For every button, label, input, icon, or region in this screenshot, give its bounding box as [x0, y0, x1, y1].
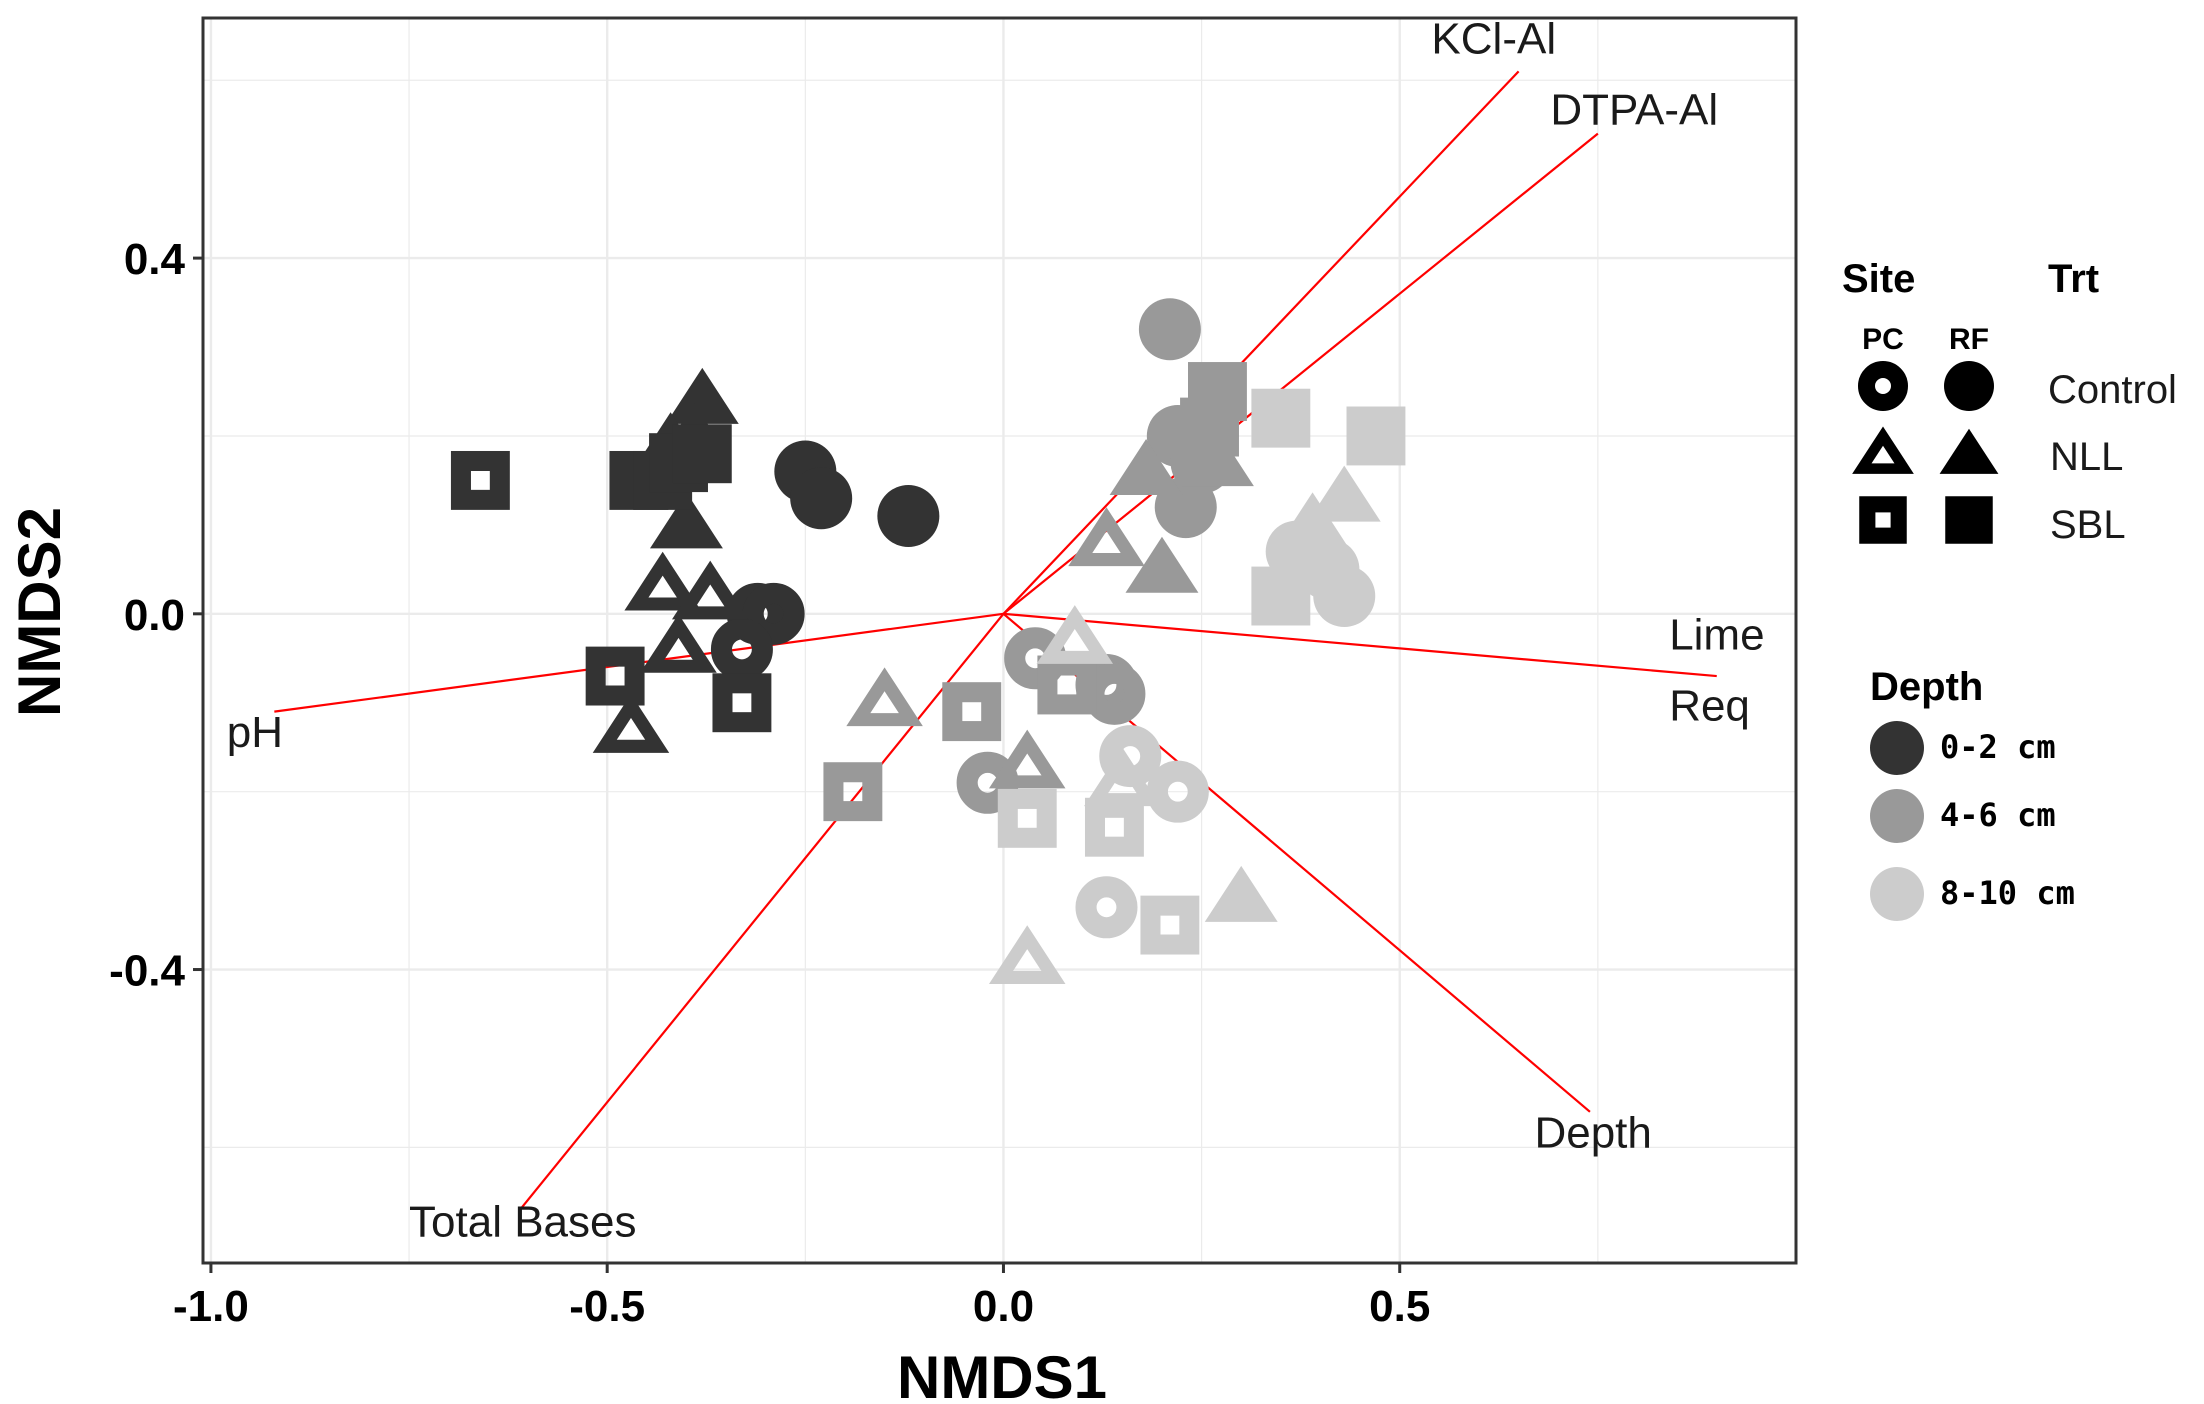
vector-kcl-al	[1002, 70, 1520, 615]
vector-label: DTPA-Al	[1550, 86, 1718, 135]
y-tick-label: 0.4	[124, 235, 186, 284]
point-triangle	[1180, 430, 1254, 487]
x-tick-label: -1.0	[173, 1282, 249, 1331]
legend-depth-swatch-0-2	[1870, 721, 1924, 775]
vector-total-bases	[519, 613, 1005, 1211]
point-triangle	[624, 551, 701, 611]
legend-pc-sbl-square	[1859, 496, 1907, 544]
legend-trt-control: Control	[2048, 368, 2177, 412]
point-circle	[1075, 876, 1138, 939]
point-square	[1037, 655, 1097, 715]
data-points	[450, 298, 1406, 985]
x-tick-label: 0.5	[1369, 1282, 1430, 1331]
point-triangle	[1068, 507, 1145, 567]
legend-depth: Depth 0-2 cm 4-6 cm 8-10 cm	[1870, 665, 2075, 921]
point-triangle	[988, 729, 1066, 789]
legend-depth-8-10: 8-10 cm	[1940, 874, 2075, 912]
legend-depth-4-6: 4-6 cm	[1940, 796, 2056, 834]
x-tick-label: -0.5	[569, 1282, 645, 1331]
legend-trt-sbl: SBL	[2050, 503, 2126, 547]
legend-site-trt: Site Trt PC RF Control NLL SBL	[1842, 257, 2177, 547]
point-circle	[1313, 565, 1376, 628]
legend-rf-sbl-square	[1945, 496, 1993, 544]
point-circle	[742, 582, 805, 645]
legend-depth-0-2: 0-2 cm	[1940, 728, 2056, 766]
point-triangle	[671, 560, 749, 620]
point-square	[1251, 566, 1311, 626]
y-tick-label: 0.0	[124, 591, 185, 640]
vector-label: Total Bases	[409, 1197, 636, 1246]
point-square	[1084, 797, 1144, 857]
point-circle	[877, 485, 940, 547]
legend-shape-keys	[1852, 361, 1999, 544]
legend-rf-nll-triangle	[1939, 428, 1999, 474]
point-triangle	[649, 492, 723, 549]
point-square	[450, 450, 510, 510]
point-triangle	[1204, 865, 1278, 922]
axis-ticks: -1.0 -0.5 0.0 0.5 -0.4 0.0 0.4	[109, 235, 1430, 1331]
legend-pc-control-circle	[1858, 361, 1908, 411]
point-square	[997, 788, 1057, 848]
point-square	[672, 424, 732, 484]
point-circle	[790, 467, 853, 530]
legend-depth-swatch-8-10	[1870, 867, 1924, 921]
point-square	[942, 682, 1002, 742]
y-tick-label: -0.4	[109, 947, 185, 996]
point-square	[1140, 895, 1200, 955]
legend-pc-nll-triangle	[1852, 426, 1914, 474]
vector-labels: KCl-Al DTPA-Al Lime Req Depth Total Bases pH	[227, 15, 1765, 1247]
point-triangle	[1036, 605, 1114, 664]
x-axis-title: NMDS1	[897, 1344, 1107, 1404]
x-tick-label: 0.0	[973, 1282, 1034, 1331]
vector-lime-req	[1003, 612, 1717, 678]
point-square	[1346, 406, 1406, 466]
vector-label: KCl-Al	[1431, 15, 1556, 64]
legend-trt-nll: NLL	[2050, 435, 2123, 479]
point-triangle	[1307, 465, 1381, 522]
point-square	[1251, 388, 1311, 448]
point-square	[585, 646, 645, 706]
point-triangle	[1109, 438, 1183, 495]
point-triangle	[665, 367, 739, 424]
point-square	[712, 673, 772, 733]
legend-depth-swatch-4-6	[1870, 789, 1924, 843]
vector-label: Depth	[1534, 1108, 1651, 1157]
point-square	[1180, 397, 1239, 457]
legend-site-pc: PC	[1862, 323, 1904, 356]
point-triangle	[1125, 536, 1199, 593]
point-circle	[1138, 298, 1201, 361]
panel-border	[201, 16, 1798, 1265]
vector-label: Lime	[1669, 610, 1764, 659]
point-circle	[1146, 760, 1209, 823]
legend-site-title: Site	[1842, 257, 1915, 301]
point-triangle	[846, 667, 923, 727]
legend-trt-title: Trt	[2048, 257, 2099, 301]
legend-depth-title: Depth	[1870, 665, 1983, 709]
vector-label: Req	[1669, 682, 1750, 731]
legend-rf-control-circle	[1944, 361, 1994, 411]
point-triangle	[640, 614, 717, 673]
point-square	[823, 762, 883, 822]
point-triangle	[988, 925, 1066, 985]
y-axis-title: NMDS2	[6, 507, 73, 717]
point-circle	[710, 618, 773, 681]
vector-label: pH	[227, 708, 283, 757]
point-triangle	[592, 694, 670, 753]
legend-site-rf: RF	[1949, 323, 1989, 356]
